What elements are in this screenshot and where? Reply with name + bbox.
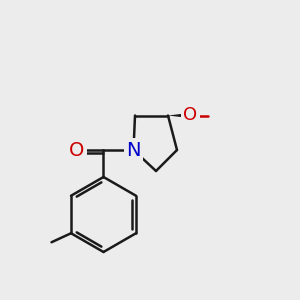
Polygon shape <box>168 113 190 118</box>
Text: O: O <box>69 140 84 160</box>
Text: O: O <box>183 106 198 124</box>
Text: N: N <box>126 140 141 160</box>
